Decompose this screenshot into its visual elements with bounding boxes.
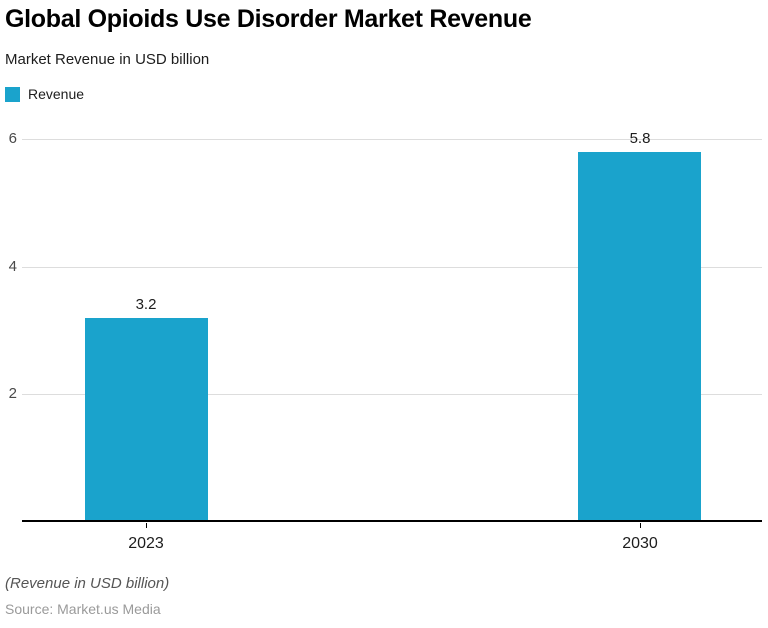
chart-subtitle: Market Revenue in USD billion	[5, 51, 210, 68]
gridline-2	[22, 394, 762, 395]
legend-item-label: Revenue	[28, 86, 85, 102]
source-credit: Source: Market.us Media	[5, 601, 161, 617]
chart-title: Global Opioids Use Disorder Market Reven…	[5, 5, 532, 33]
gridline-6	[22, 139, 762, 140]
y-tick-label-2: 2	[8, 385, 17, 402]
x-tick-label-2030: 2030	[622, 535, 658, 552]
x-axis-line	[22, 520, 762, 522]
x-tick-label-2023: 2023	[128, 535, 164, 552]
gridline-4	[22, 267, 762, 268]
axis-tick-2023	[146, 523, 147, 528]
legend-swatch-icon	[5, 86, 20, 102]
y-tick-label-4: 4	[8, 258, 17, 275]
bar-2023	[85, 318, 208, 522]
legend: Revenue	[5, 86, 84, 102]
axis-tick-2030	[640, 523, 641, 528]
bar-2030	[578, 152, 701, 522]
value-label-2023: 3.2	[135, 296, 157, 313]
y-tick-label-6: 6	[8, 130, 17, 147]
value-label-2030: 5.8	[629, 130, 651, 147]
footnote: (Revenue in USD billion)	[5, 575, 170, 592]
